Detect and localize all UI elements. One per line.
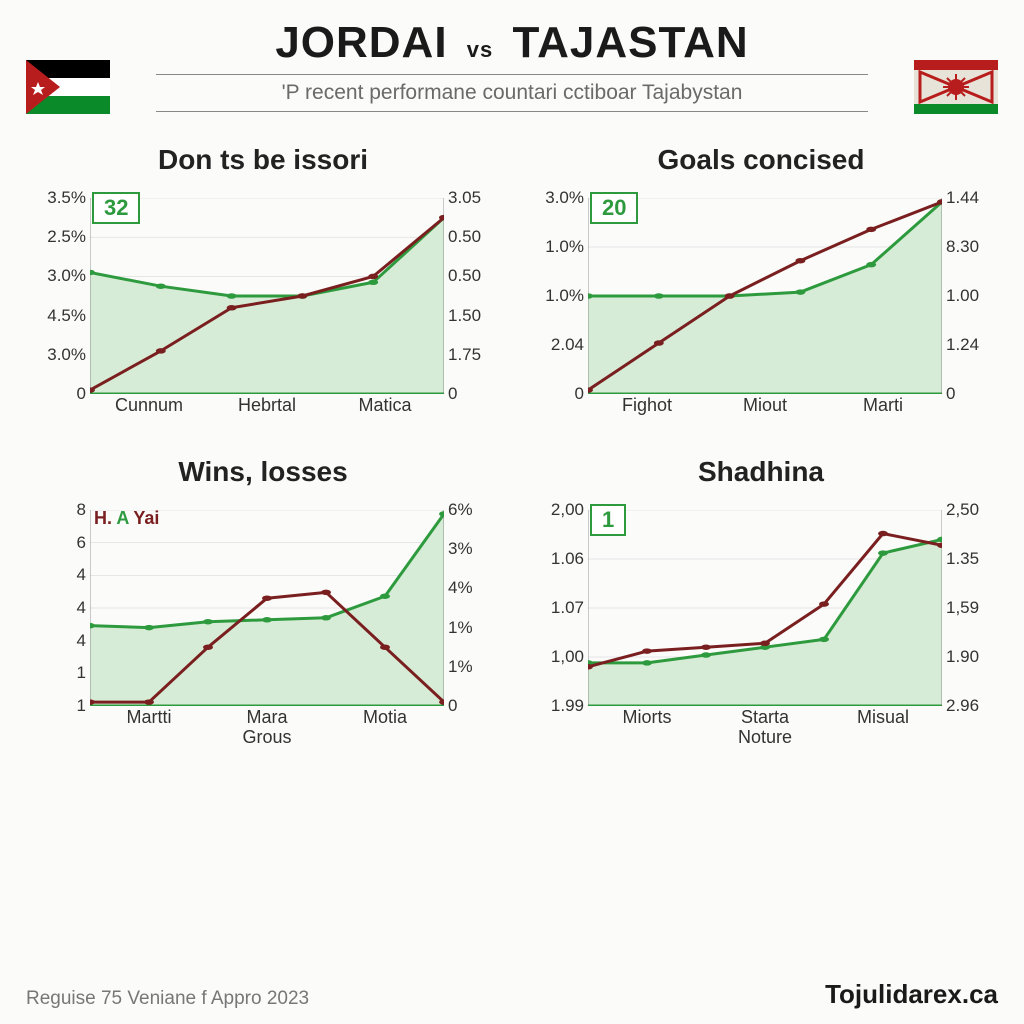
y-right-tick: 1.24 bbox=[946, 335, 990, 355]
y-right-tick: 1.50 bbox=[448, 306, 492, 326]
title-vs: vs bbox=[467, 37, 493, 62]
chart-badge: 32 bbox=[92, 192, 140, 224]
y-right-tick: 1.00 bbox=[946, 286, 990, 306]
y-right-tick: 8.30 bbox=[946, 237, 990, 257]
plot-svg bbox=[90, 510, 444, 706]
footer-note: Reguise 75 Veniane f Appro 2023 bbox=[26, 988, 309, 1010]
y-left-tick: 1,00 bbox=[532, 647, 584, 667]
y-right-tick: 1% bbox=[448, 657, 492, 677]
x-tick: Cunnum bbox=[90, 396, 208, 434]
footer-brand: Tojulidarex.ca bbox=[825, 979, 998, 1010]
chart-1: Goals concised 20 3.0% 1.0% 1.0% 2.04 0 1.44 8.3… bbox=[532, 144, 990, 434]
y-right-tick: 1,59 bbox=[946, 598, 990, 618]
x-tick: Motia bbox=[326, 708, 444, 746]
x-tick: Fighot bbox=[588, 396, 706, 434]
title-left: JORDAI bbox=[275, 18, 447, 67]
chart-grid: Don ts be issori 32 3.5% 2.5% 3.0% 4.5% 3.0% 0 3… bbox=[26, 144, 998, 746]
x-tick: Marti bbox=[824, 396, 942, 434]
y-left-tick: 6 bbox=[34, 533, 86, 553]
y-right-tick: 1% bbox=[448, 618, 492, 638]
y-left-tick: 1.06 bbox=[532, 549, 584, 569]
y-left-tick: 1 bbox=[34, 663, 86, 683]
y-left-tick: 1.99 bbox=[532, 696, 584, 716]
y-right-tick: 4% bbox=[448, 578, 492, 598]
y-right-tick: 1.90 bbox=[946, 647, 990, 667]
y-right-tick: 0.50 bbox=[448, 227, 492, 247]
subtitle: 'P recent performane countari cctiboar T… bbox=[156, 81, 868, 105]
chart-title: Shadhina bbox=[532, 456, 990, 488]
x-tick: Martti bbox=[90, 708, 208, 746]
y-left-tick: 1.07 bbox=[532, 598, 584, 618]
x-tick: Hebrtal bbox=[208, 396, 326, 434]
y-left-tick: 1 bbox=[34, 696, 86, 716]
x-tick: Miorts bbox=[588, 708, 706, 746]
chart-0: Don ts be issori 32 3.5% 2.5% 3.0% 4.5% 3.0% 0 3… bbox=[34, 144, 492, 434]
x-tick: Miout bbox=[706, 396, 824, 434]
plot-svg bbox=[90, 198, 444, 394]
flag-jordan-icon bbox=[26, 60, 110, 114]
y-left-tick: 4.5% bbox=[34, 306, 86, 326]
y-left-tick: 0 bbox=[532, 384, 584, 404]
y-right-tick: 1.35 bbox=[946, 549, 990, 569]
y-left-tick: 2.04 bbox=[532, 335, 584, 355]
x-tick: Matica bbox=[326, 396, 444, 434]
y-right-tick: 0.50 bbox=[448, 266, 492, 286]
y-left-tick: 2.5% bbox=[34, 227, 86, 247]
y-right-tick: 2,50 bbox=[946, 500, 990, 520]
y-left-tick: 3.0% bbox=[34, 345, 86, 365]
y-left-tick: 3.0% bbox=[532, 188, 584, 208]
y-right-tick: 3% bbox=[448, 539, 492, 559]
y-right-tick: 1.75 bbox=[448, 345, 492, 365]
y-right-tick: 0 bbox=[448, 384, 492, 404]
flag-tajastan-icon bbox=[914, 60, 998, 114]
y-right-tick: 0 bbox=[946, 384, 990, 404]
chart-title: Wins, losses bbox=[34, 456, 492, 488]
chart-title: Goals concised bbox=[532, 144, 990, 176]
x-tick: MaraGrous bbox=[208, 708, 326, 746]
y-left-tick: 1.0% bbox=[532, 237, 584, 257]
y-left-tick: 2,00 bbox=[532, 500, 584, 520]
y-left-tick: 1.0% bbox=[532, 286, 584, 306]
y-left-tick: 4 bbox=[34, 565, 86, 585]
y-left-tick: 4 bbox=[34, 631, 86, 651]
x-tick: Misual bbox=[824, 708, 942, 746]
plot-svg bbox=[588, 198, 942, 394]
y-left-tick: 3.0% bbox=[34, 266, 86, 286]
y-left-tick: 4 bbox=[34, 598, 86, 618]
plot-svg bbox=[588, 510, 942, 706]
title-right: TAJASTAN bbox=[513, 18, 749, 67]
y-right-tick: 3.05 bbox=[448, 188, 492, 208]
y-right-tick: 1.44 bbox=[946, 188, 990, 208]
chart-title: Don ts be issori bbox=[34, 144, 492, 176]
footer: Reguise 75 Veniane f Appro 2023 Tojulida… bbox=[26, 979, 998, 1010]
y-left-tick: 3.5% bbox=[34, 188, 86, 208]
y-right-tick: 2.96 bbox=[946, 696, 990, 716]
y-right-tick: 0 bbox=[448, 696, 492, 716]
chart-3: Shadhina 1 2,00 1.06 1.07 1,00 1.99 2,50 1.35 1,5… bbox=[532, 456, 990, 746]
y-left-tick: 8 bbox=[34, 500, 86, 520]
chart-2: Wins, losses H. A Yai 8 6 4 4 4 1 1 6% 3% 4% 1% 1% 0 Ma… bbox=[34, 456, 492, 746]
header: JORDAI vs TAJASTAN 'P recent performane … bbox=[26, 18, 998, 112]
x-tick: StartaNoture bbox=[706, 708, 824, 746]
y-right-tick: 6% bbox=[448, 500, 492, 520]
y-left-tick: 0 bbox=[34, 384, 86, 404]
page-title: JORDAI vs TAJASTAN bbox=[26, 18, 998, 68]
chart-legend: H. A Yai bbox=[94, 508, 159, 529]
chart-badge: 1 bbox=[590, 504, 626, 536]
chart-badge: 20 bbox=[590, 192, 638, 224]
